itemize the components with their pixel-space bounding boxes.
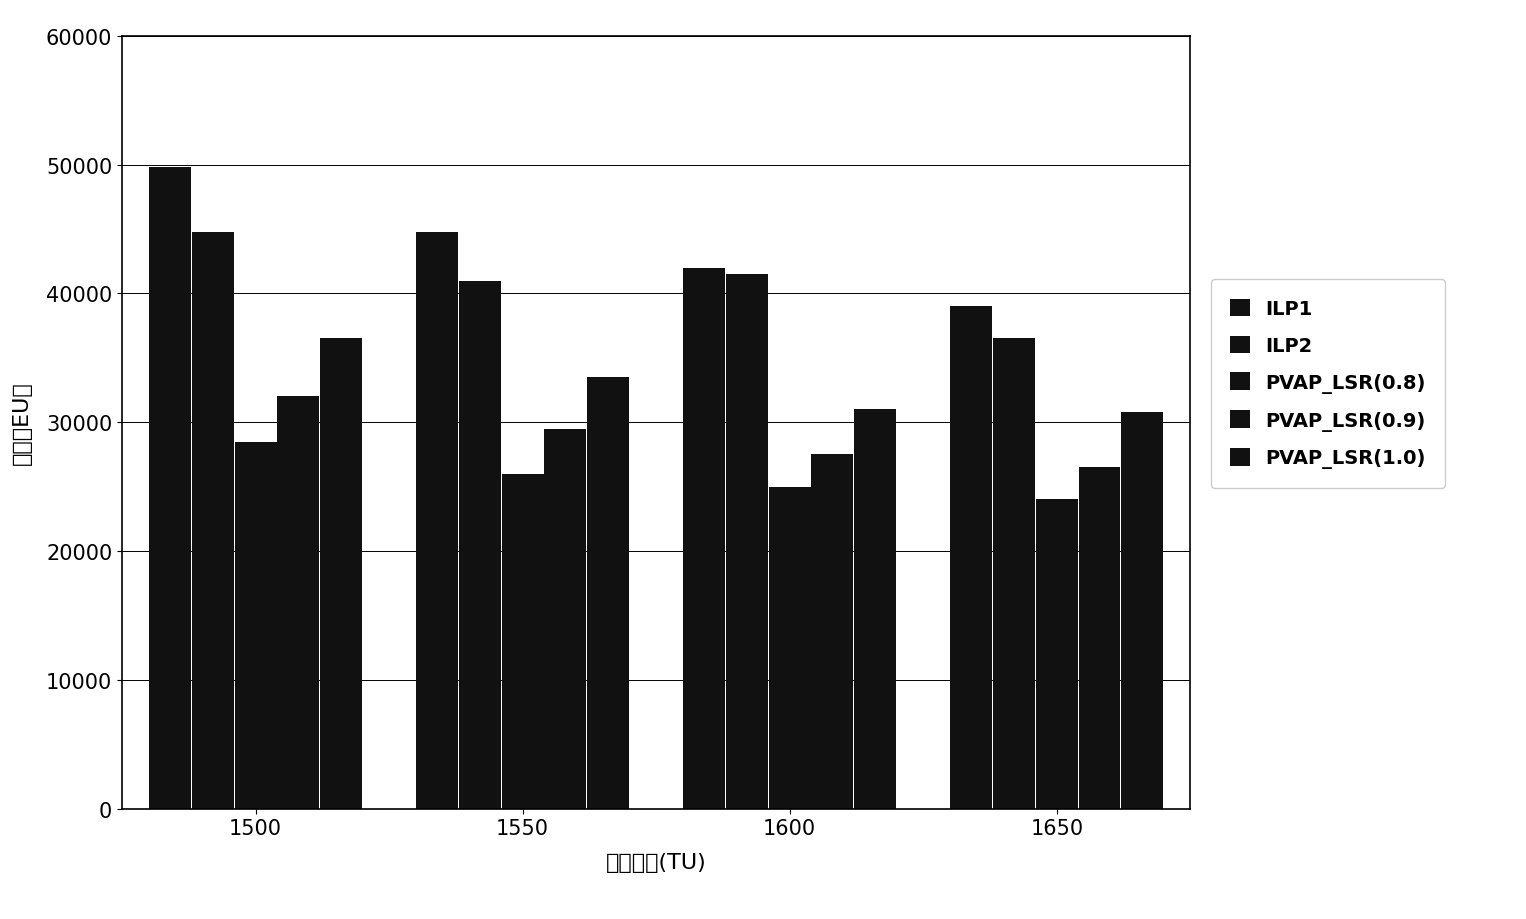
Bar [769,487,810,809]
Bar [1079,468,1120,809]
Bar [812,455,853,809]
Bar [1122,413,1163,809]
Bar [320,339,362,809]
Bar [951,307,992,809]
Bar [588,378,629,809]
Bar [993,339,1035,809]
Bar [459,281,501,809]
Bar [855,410,896,809]
Legend: ILP1, ILP2, PVAP_LSR(0.8), PVAP_LSR(0.9), PVAP_LSR(1.0): ILP1, ILP2, PVAP_LSR(0.8), PVAP_LSR(0.9)… [1210,280,1445,488]
Bar [1036,500,1077,809]
Bar [545,429,586,809]
Bar [502,474,543,809]
X-axis label: 时间限制(TU): 时间限制(TU) [606,852,707,872]
Bar [235,442,276,809]
Y-axis label: 能耗（EU）: 能耗（EU） [12,380,32,465]
Bar [192,233,233,809]
Bar [278,397,319,809]
Bar [684,268,725,809]
Bar [150,168,191,809]
Bar [726,275,768,809]
Bar [417,233,458,809]
